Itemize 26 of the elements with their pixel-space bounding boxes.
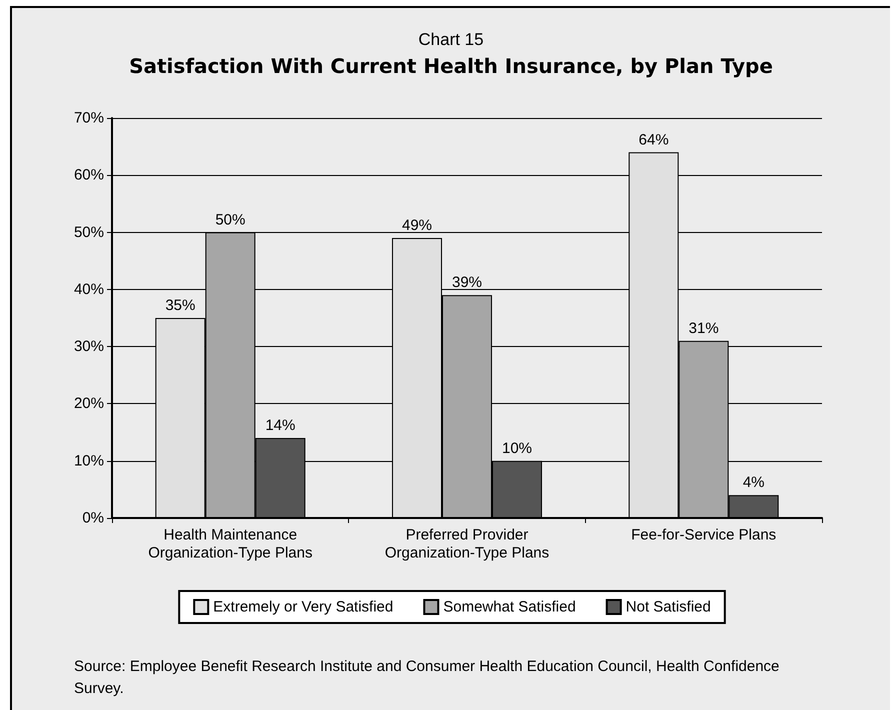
y-tick-label: 20% [74, 395, 104, 412]
legend-label: Somewhat Satisfied [443, 598, 576, 616]
data-label: 39% [452, 274, 482, 292]
data-label: 35% [165, 297, 196, 314]
source-note: Source: Employee Benefit Research Institute and Consumer Health Education Council, Health Confidence Survey. [74, 657, 780, 699]
data-label: 64% [638, 131, 669, 148]
data-label: 14% [265, 417, 296, 434]
legend-label: Not Satisfied [626, 598, 711, 616]
data-label: 49% [402, 217, 432, 234]
y-tick-label: 60% [74, 166, 104, 184]
chart-subtitle: Chart 15 [417, 30, 485, 50]
data-label: 10% [502, 440, 532, 457]
y-tick-label: 10% [74, 452, 104, 470]
y-tick-label: 0% [82, 510, 104, 526]
y-tick-label: 30% [74, 338, 104, 356]
y-tick-label: 70% [74, 110, 104, 126]
x-tick-label: Health Maintenance Organization-Type Plans [148, 526, 312, 562]
data-label: 4% [742, 474, 765, 492]
legend-label: Extremely or Very Satisfied [213, 598, 394, 616]
x-tick-label: Fee-for-Service Plans [631, 526, 776, 544]
data-label: 31% [688, 320, 719, 337]
data-label: 50% [215, 211, 246, 228]
chart-title: Satisfaction With Current Health Insurance, by Plan Type [128, 54, 774, 78]
x-tick-label: Preferred Provider Organization-Type Plans [384, 526, 550, 562]
y-tick-label: 50% [74, 224, 104, 241]
y-tick-label: 40% [74, 280, 104, 298]
